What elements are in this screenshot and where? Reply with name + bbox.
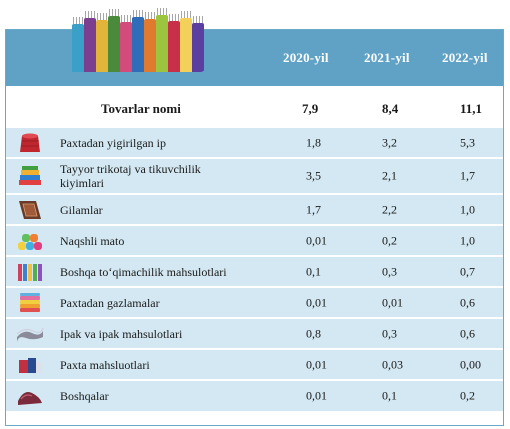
value-2020: 0,01 [306,233,327,247]
towel-stack-icon [20,292,40,312]
totals-2020: 7,9 [302,101,319,116]
row-label: Paxtadan gazlamalar [60,295,160,310]
table-row: Naqshli mato 0,01 0,2 1,0 [6,226,503,255]
table-row: Paxtadan yigirilgan ip 1,8 3,2 5,3 [6,128,503,157]
row-label: Ipak va ipak mahsulotlari [60,326,183,341]
table-row: Paxta mahsluotlari 0,01 0,03 0,00 [6,350,503,379]
year-header-2022: 2022-yil [442,50,488,65]
value-2020: 0,1 [306,264,321,278]
value-2021: 0,2 [382,233,397,247]
value-2021: 0,3 [382,264,397,278]
export-table: 2020-yil 2021-yil 2022-yil Tovarlar nomi… [5,8,504,426]
carpet-icon [19,200,41,219]
silk-fabric-icon [16,327,44,342]
row-label: Tayyor trikotaj va tikuvchilik kiyimlari [60,162,201,190]
cotton-products-icon [19,357,42,373]
row-label: Gilamlar [60,202,103,217]
table-row: Paxtadan gazlamalar 0,01 0,01 0,6 [6,288,503,317]
value-2020: 0,01 [306,357,327,371]
row-label: Boshqalar [60,389,109,403]
table-row: Boshqalar 0,01 0,1 0,2 [6,381,503,411]
value-2022: 0,6 [460,295,475,309]
row-label: Paxta mahsluotlari [60,357,150,372]
value-2021: 2,2 [382,202,397,216]
table-header: 2020-yil 2021-yil 2022-yil [6,8,503,86]
value-2020: 1,7 [306,202,321,216]
value-2020: 3,5 [306,168,321,183]
value-2021: 0,01 [382,295,403,309]
value-2022: 5,3 [460,135,475,149]
value-2021: 3,2 [382,135,397,149]
value-2020: 0,8 [306,326,321,340]
value-2020: 1,8 [306,135,321,149]
totals-row: Tovarlar nomi 7,9 8,4 11,1 [6,92,503,126]
table-row: Tayyor trikotaj va tikuvchilik kiyimlari… [6,159,503,193]
value-2022: 0,2 [460,388,475,403]
thread-spools-icon [18,263,42,281]
row-label: Naqshli mato [60,233,125,248]
yarn-spool-icon [20,133,40,152]
value-2021: 2,1 [382,168,397,183]
totals-2022: 11,1 [460,101,483,116]
other-textiles-icon [18,392,42,405]
value-2022: 1,7 [460,168,475,183]
totals-2021: 8,4 [382,101,399,116]
fabric-rolls-icon [18,233,42,250]
value-2022: 0,7 [460,264,475,278]
row-label: Paxtadan yigirilgan ip [60,135,166,150]
value-2022: 0,6 [460,326,475,340]
table-row: Gilamlar 1,7 2,2 1,0 [6,195,503,224]
table-row: Boshqa toʻqimachilik mahsulotlari 0,1 0,… [6,257,503,286]
value-2022: 0,00 [460,357,481,371]
year-header-2020: 2020-yil [283,50,329,65]
value-2021: 0,3 [382,326,397,340]
value-2020: 0,01 [306,295,327,309]
scarves-image [66,8,206,72]
value-2022: 1,0 [460,233,475,247]
value-2020: 0,01 [306,388,327,403]
folded-clothes-icon [19,166,41,185]
value-2022: 1,0 [460,202,475,216]
totals-label: Tovarlar nomi [101,101,181,116]
row-label: Boshqa toʻqimachilik mahsulotlari [60,264,227,279]
table-row: Ipak va ipak mahsulotlari 0,8 0,3 0,6 [6,319,503,348]
value-2021: 0,03 [382,357,403,371]
value-2021: 0,1 [382,388,397,403]
year-header-2021: 2021-yil [364,50,410,65]
